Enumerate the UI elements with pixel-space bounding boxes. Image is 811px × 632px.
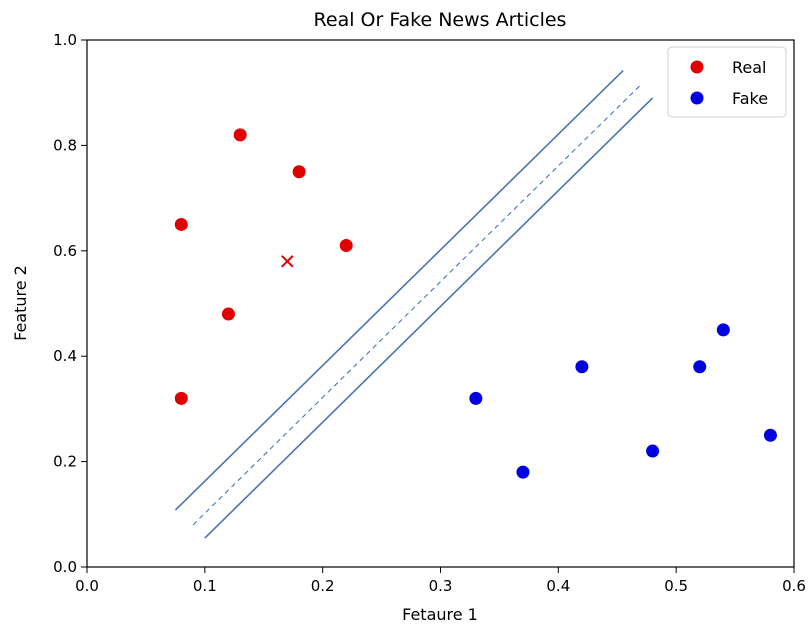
x-tick-label: 0.6	[782, 577, 806, 595]
y-tick-label: 1.0	[53, 31, 77, 49]
point-fake	[717, 323, 730, 336]
point-fake	[516, 466, 529, 479]
decision-boundary-line	[193, 85, 641, 525]
x-tick-label: 0.0	[75, 577, 99, 595]
x-tick-label: 0.3	[429, 577, 453, 595]
legend-marker-real	[691, 61, 704, 74]
point-real	[175, 392, 188, 405]
point-real	[340, 239, 353, 252]
x-marker	[282, 256, 293, 267]
legend-label-real: Real	[732, 58, 767, 77]
legend-marker-fake	[691, 92, 704, 105]
point-real	[175, 218, 188, 231]
margin-lower-line	[205, 98, 653, 538]
point-real	[293, 165, 306, 178]
point-fake	[469, 392, 482, 405]
plot-content	[175, 71, 777, 538]
y-tick-label: 0.6	[53, 242, 77, 260]
x-tick-label: 0.5	[664, 577, 688, 595]
y-tick-label: 0.0	[53, 558, 77, 576]
x-tick-label: 0.4	[546, 577, 570, 595]
legend-label-fake: Fake	[732, 89, 768, 108]
x-tick-label: 0.1	[193, 577, 217, 595]
point-fake	[575, 360, 588, 373]
x-tick-label: 0.2	[311, 577, 335, 595]
legend: Real Fake	[668, 47, 786, 117]
chart-title: Real Or Fake News Articles	[314, 9, 567, 31]
point-fake	[764, 429, 777, 442]
point-fake	[693, 360, 706, 373]
point-fake	[646, 445, 659, 458]
point-real	[234, 128, 247, 141]
legend-box	[668, 47, 786, 117]
x-axis-label: Fetaure 1	[402, 605, 478, 624]
y-tick-label: 0.4	[53, 347, 77, 365]
y-tick-label: 0.2	[53, 453, 77, 471]
plot-frame	[87, 40, 794, 567]
y-tick-label: 0.8	[53, 136, 77, 154]
y-axis-label: Feature 2	[11, 265, 30, 341]
point-real	[222, 308, 235, 321]
